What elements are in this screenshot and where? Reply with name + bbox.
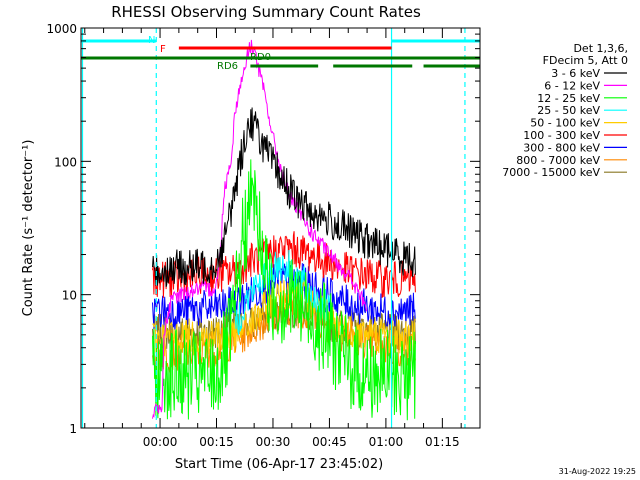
- x-tick-label: 01:15: [425, 435, 460, 449]
- legend-label-6: 100 - 300 keV: [523, 129, 600, 142]
- x-tick-label: 00:15: [199, 435, 234, 449]
- footer-timestamp: 31-Aug-2022 19:25: [559, 467, 636, 476]
- chart-title: RHESSI Observing Summary Count Rates: [111, 3, 421, 21]
- legend-label-2: 6 - 12 keV: [544, 79, 600, 92]
- legend-label-4: 25 - 50 keV: [537, 104, 600, 117]
- y-tick-label: 10: [62, 289, 77, 303]
- y-tick-label: 1000: [46, 22, 77, 36]
- legend-label-9: 7000 - 15000 keV: [502, 166, 600, 179]
- y-tick-label: 100: [54, 155, 77, 169]
- legend-label-5: 50 - 100 keV: [530, 117, 600, 130]
- x-axis-label: Start Time (06-Apr-17 23:45:02): [175, 457, 383, 472]
- axes: 1 10 100 1000 00:00 00:15 00:30 00:45 01:00 01:15: [46, 22, 481, 449]
- state-bar-label-n: N: [148, 35, 155, 46]
- state-bar-label-rd6: RD6: [217, 61, 238, 72]
- y-axis-label: Count Rate (s⁻¹ detector⁻¹): [21, 140, 36, 317]
- state-bar-label-f: F: [160, 44, 166, 55]
- legend-label-3: 12 - 25 keV: [537, 92, 600, 105]
- series-line-3: [152, 159, 416, 421]
- legend-header-line: FDecim 5, Att 0: [543, 54, 628, 67]
- plot-frame: [80, 27, 481, 429]
- legend-header-line: Det 1,3,6,: [573, 42, 628, 55]
- legend-label-1: 3 - 6 keV: [551, 67, 600, 80]
- state-bar-label-rd0: RD0: [250, 52, 271, 63]
- series-line-7: [152, 261, 416, 331]
- x-tick-label: 00:45: [312, 435, 347, 449]
- plot-inner: NF RD0 RD6: [81, 28, 480, 428]
- series-line-4: [234, 249, 334, 336]
- plot-area: NF RD0 RD6: [81, 28, 480, 428]
- series-line-1: [152, 107, 416, 287]
- y-tick-label: 1: [69, 422, 77, 436]
- x-tick-label: 00:30: [256, 435, 291, 449]
- x-tick-label: 00:00: [143, 435, 178, 449]
- legend-label-7: 300 - 800 keV: [523, 141, 600, 154]
- x-tick-label: 01:00: [369, 435, 404, 449]
- legend-label-8: 800 - 7000 keV: [516, 154, 600, 167]
